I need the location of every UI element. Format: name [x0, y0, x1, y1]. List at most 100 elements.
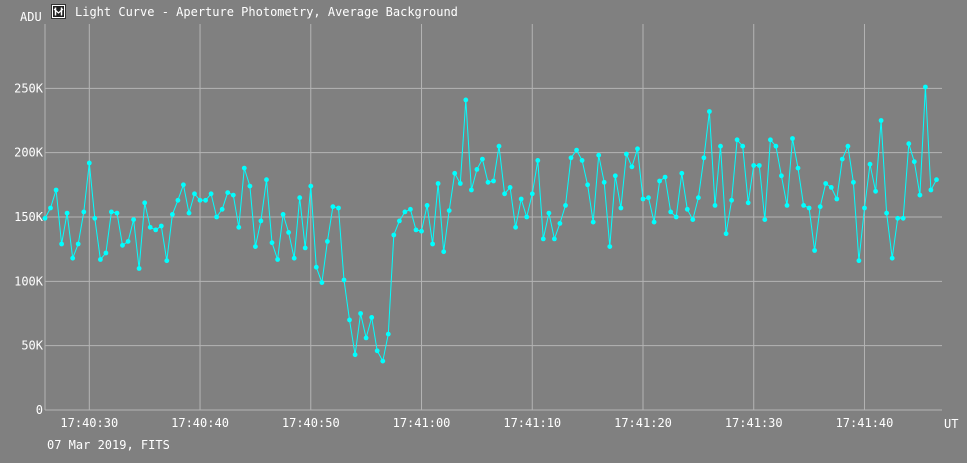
data-point — [673, 214, 679, 220]
data-point — [325, 239, 330, 244]
data-point — [236, 224, 242, 230]
x-tick-label: 17:41:00 — [393, 416, 451, 430]
data-point — [529, 191, 535, 197]
data-point — [147, 224, 153, 230]
data-point — [170, 212, 175, 217]
data-point — [92, 215, 98, 221]
data-point — [668, 209, 674, 215]
data-point — [114, 210, 120, 216]
data-point — [657, 178, 662, 184]
data-point — [518, 196, 524, 202]
data-point — [291, 255, 297, 261]
data-point — [424, 203, 430, 208]
data-point — [851, 179, 856, 185]
data-point — [779, 173, 784, 179]
y-tick-label: 150K — [14, 210, 44, 224]
data-point — [696, 195, 701, 201]
y-tick-labels: 0 50K 100K 150K 200K 250K — [14, 81, 44, 417]
data-point — [70, 255, 76, 261]
x-tick-label: 17:41:30 — [725, 416, 783, 430]
data-point — [441, 249, 447, 255]
data-point — [485, 179, 491, 185]
data-point — [729, 197, 734, 203]
data-point — [917, 192, 923, 198]
data-point — [745, 200, 751, 206]
y-tick-label: 200K — [14, 146, 44, 160]
data-point — [590, 219, 596, 225]
data-point — [203, 197, 209, 203]
data-point — [109, 209, 114, 215]
data-point — [690, 217, 696, 223]
data-point — [275, 257, 280, 262]
data-point — [540, 236, 546, 242]
data-point — [241, 165, 247, 171]
data-point — [197, 197, 203, 203]
data-point — [142, 200, 148, 206]
data-point — [131, 217, 137, 223]
data-point — [230, 192, 236, 198]
data-point — [369, 315, 375, 320]
data-point — [181, 182, 186, 188]
data-point — [895, 215, 901, 221]
data-point — [701, 155, 707, 161]
data-point — [624, 151, 629, 157]
data-point — [225, 190, 231, 196]
chart-title: Light Curve - Aperture Photometry, Avera… — [75, 5, 458, 19]
data-point — [646, 195, 651, 201]
data-point — [302, 245, 308, 251]
data-point — [352, 352, 358, 358]
data-point — [435, 181, 441, 186]
y-tick-label: 250K — [14, 81, 44, 95]
data-point — [491, 178, 496, 184]
y-tick-label: 100K — [14, 274, 44, 288]
data-point — [64, 210, 70, 216]
y-tick-label: 50K — [21, 339, 43, 353]
data-point — [347, 317, 352, 323]
data-point — [801, 203, 806, 208]
data-point — [125, 239, 131, 244]
data-point — [585, 182, 590, 188]
data-point — [103, 250, 109, 256]
data-point — [756, 163, 762, 168]
x-tick-label: 17:40:40 — [171, 416, 229, 430]
x-tick-label: 17:41:40 — [836, 416, 894, 430]
data-point — [480, 156, 485, 162]
data-point — [795, 165, 801, 171]
data-point — [684, 206, 690, 212]
data-point — [629, 164, 635, 170]
data-point — [773, 143, 779, 149]
data-point — [790, 136, 795, 141]
data-point — [839, 156, 845, 162]
data-point — [397, 218, 402, 224]
data-point — [734, 137, 740, 143]
data-point — [618, 205, 624, 211]
x-tick-labels: 17:40:30 17:40:40 17:40:50 17:41:00 17:41:10… — [60, 416, 893, 430]
data-point — [568, 155, 574, 161]
data-point — [98, 257, 103, 262]
data-point — [740, 143, 746, 149]
data-point — [834, 196, 840, 202]
data-point — [574, 147, 579, 153]
data-point — [269, 240, 275, 246]
data-point — [596, 152, 602, 158]
y-axis-label: ADU — [20, 10, 42, 24]
data-point — [175, 197, 181, 203]
data-point — [253, 244, 258, 250]
data-point — [120, 242, 125, 248]
data-point — [192, 191, 197, 197]
data-point — [308, 183, 314, 189]
data-point — [817, 204, 823, 210]
data-point — [911, 159, 917, 165]
data-point — [496, 143, 502, 149]
data-point — [563, 203, 568, 208]
data-point — [601, 179, 607, 185]
data-point — [900, 215, 906, 221]
x-tick-label: 17:40:30 — [60, 416, 118, 430]
data-point — [446, 208, 452, 214]
data-point — [430, 241, 435, 247]
data-point — [280, 212, 286, 217]
data-point — [707, 109, 712, 114]
data-point — [463, 97, 469, 103]
data-point — [878, 118, 884, 123]
data-point — [635, 146, 640, 152]
